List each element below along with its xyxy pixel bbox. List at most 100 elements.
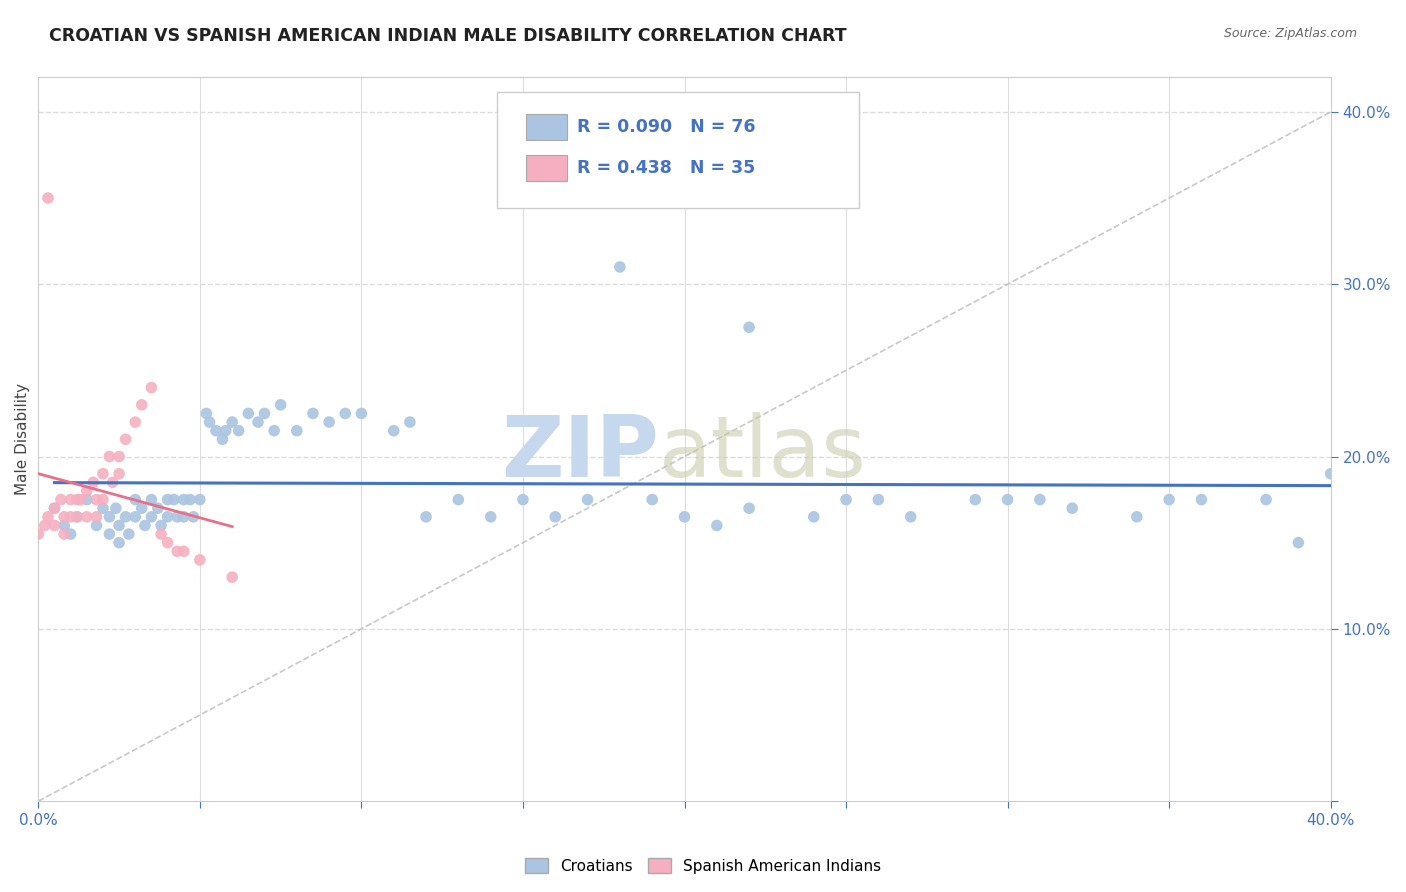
Point [285, 424, 308, 438]
Point [124, 492, 146, 507]
Point [198, 415, 221, 429]
Point [738, 320, 761, 334]
Point [238, 406, 260, 420]
Text: atlas: atlas [658, 412, 866, 495]
Point [228, 424, 250, 438]
Text: ZIP: ZIP [501, 412, 658, 495]
Point [59, 527, 82, 541]
Point [124, 415, 146, 429]
Point [179, 492, 201, 507]
FancyBboxPatch shape [526, 113, 567, 140]
Point [156, 509, 179, 524]
Point [1029, 492, 1052, 507]
Point [86, 518, 108, 533]
Point [53, 527, 76, 541]
Point [302, 406, 325, 420]
Point [150, 527, 173, 541]
Point [1319, 467, 1341, 481]
Point [1062, 501, 1084, 516]
Point [270, 398, 292, 412]
Point [965, 492, 987, 507]
Point [108, 450, 131, 464]
Point [263, 424, 285, 438]
FancyBboxPatch shape [498, 92, 859, 208]
Point [173, 492, 195, 507]
Point [835, 492, 858, 507]
Point [141, 509, 163, 524]
Point [108, 535, 131, 549]
Point [108, 518, 131, 533]
Point [27, 527, 49, 541]
Point [98, 527, 121, 541]
Point [53, 518, 76, 533]
Point [576, 492, 599, 507]
Point [86, 492, 108, 507]
Point [173, 544, 195, 558]
Point [146, 501, 169, 516]
Point [118, 527, 141, 541]
Point [49, 492, 72, 507]
Point [91, 467, 114, 481]
Point [673, 509, 696, 524]
Point [1286, 535, 1309, 549]
Point [131, 501, 153, 516]
Point [868, 492, 890, 507]
Point [544, 509, 567, 524]
Point [66, 509, 89, 524]
Point [188, 553, 211, 567]
Point [188, 492, 211, 507]
Point [44, 518, 66, 533]
Point [156, 535, 179, 549]
Point [512, 492, 534, 507]
Point [1126, 509, 1149, 524]
Point [131, 398, 153, 412]
Point [609, 260, 631, 274]
Point [350, 406, 373, 420]
Point [247, 415, 270, 429]
Point [124, 509, 146, 524]
Point [108, 467, 131, 481]
Point [150, 518, 173, 533]
FancyBboxPatch shape [526, 155, 567, 181]
Point [76, 509, 98, 524]
Point [447, 492, 470, 507]
Point [415, 509, 437, 524]
Point [641, 492, 664, 507]
Point [195, 406, 218, 420]
Point [69, 492, 91, 507]
Point [101, 475, 124, 490]
Point [59, 509, 82, 524]
Point [221, 570, 243, 584]
Text: R = 0.090   N = 76: R = 0.090 N = 76 [578, 118, 756, 136]
Point [134, 518, 156, 533]
Point [141, 492, 163, 507]
Point [82, 475, 104, 490]
Point [53, 509, 76, 524]
Point [318, 415, 340, 429]
Point [141, 381, 163, 395]
Point [221, 415, 243, 429]
Point [166, 544, 188, 558]
Point [66, 509, 89, 524]
Point [114, 509, 136, 524]
Point [104, 501, 127, 516]
Text: CROATIAN VS SPANISH AMERICAN INDIAN MALE DISABILITY CORRELATION CHART: CROATIAN VS SPANISH AMERICAN INDIAN MALE… [49, 27, 846, 45]
Text: R = 0.438   N = 35: R = 0.438 N = 35 [578, 159, 755, 177]
Point [900, 509, 922, 524]
Point [166, 509, 188, 524]
Point [205, 424, 228, 438]
Point [44, 501, 66, 516]
Point [253, 406, 276, 420]
Point [91, 501, 114, 516]
Legend: Croatians, Spanish American Indians: Croatians, Spanish American Indians [519, 852, 887, 880]
Point [399, 415, 422, 429]
Text: Source: ZipAtlas.com: Source: ZipAtlas.com [1223, 27, 1357, 40]
Point [37, 191, 59, 205]
Point [1254, 492, 1277, 507]
Point [66, 492, 89, 507]
Point [803, 509, 825, 524]
Point [156, 492, 179, 507]
Point [114, 432, 136, 446]
Point [76, 483, 98, 498]
Point [183, 509, 205, 524]
